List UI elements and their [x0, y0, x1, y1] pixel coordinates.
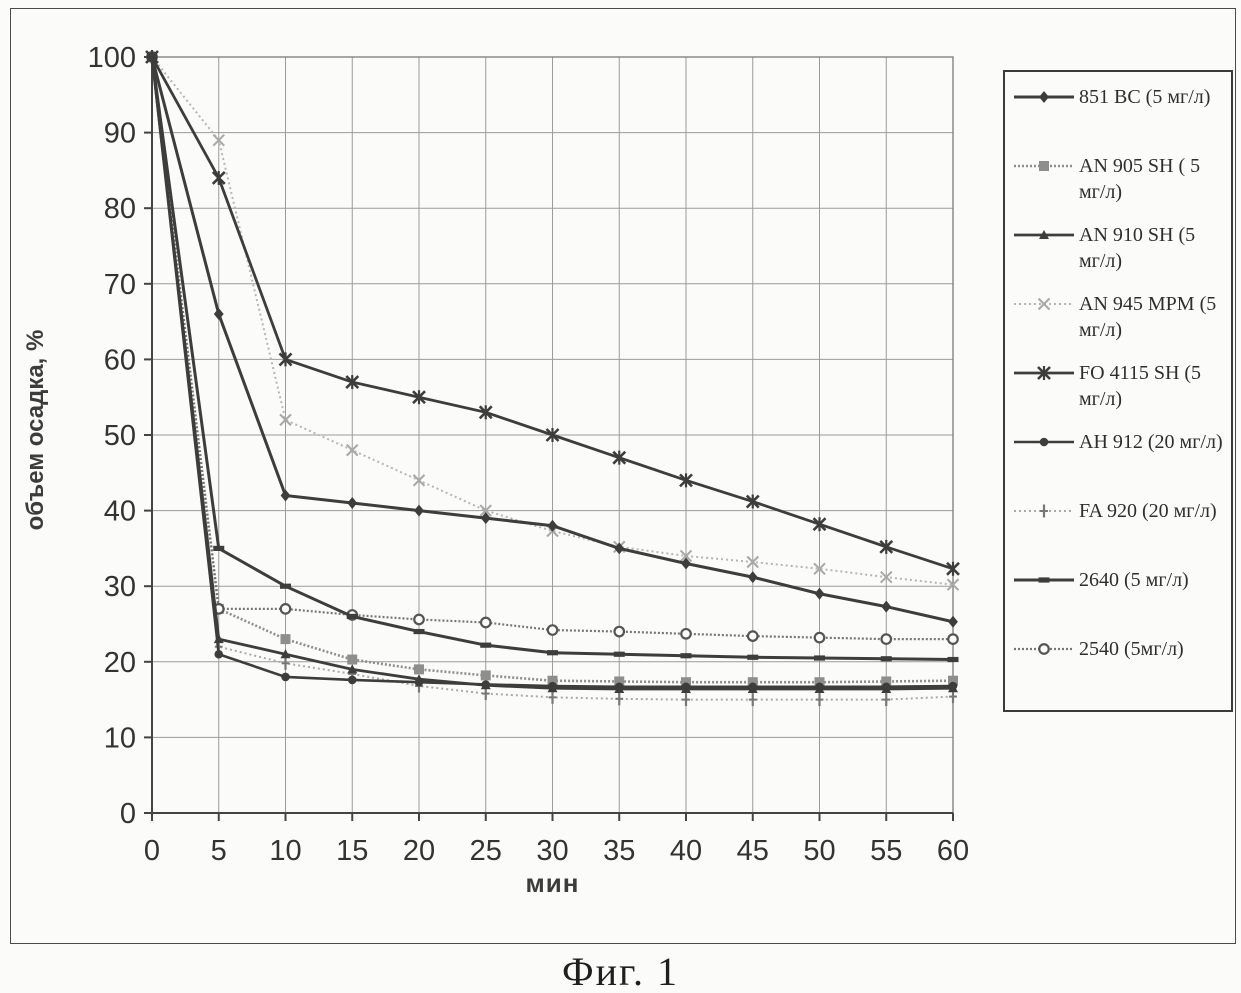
y-axis-title-text: объем осадка, % — [22, 329, 49, 531]
x-tick-label: 55 — [870, 835, 902, 867]
legend-marker-icon — [1013, 501, 1077, 526]
legend-item: 851 BC (5 мг/л) — [1013, 84, 1225, 153]
y-tick-label: 0 — [120, 798, 136, 830]
legend-label: AN 905 SH ( 5 мг/л) — [1079, 155, 1201, 203]
legend-item: AN 905 SH ( 5 мг/л) — [1013, 153, 1225, 222]
legend: 851 BC (5 мг/л) AN 905 SH ( 5 мг/л) AN 910… — [1003, 70, 1233, 712]
legend-item: 2640 (5 мг/л) — [1013, 567, 1225, 636]
y-tick-label: 100 — [88, 42, 136, 74]
legend-marker-icon — [1013, 294, 1077, 319]
legend-marker-icon — [1013, 432, 1077, 457]
series-0 — [147, 51, 958, 628]
y-tick-label: 50 — [104, 420, 136, 452]
legend-marker-icon — [1013, 570, 1077, 595]
y-tick-label: 70 — [104, 269, 136, 301]
legend-item: АН 912 (20 мг/л) — [1013, 429, 1225, 498]
legend-item: FA 920 (20 мг/л) — [1013, 498, 1225, 567]
y-tick-label: 10 — [104, 722, 136, 754]
legend-label: 2540 (5мг/л) — [1079, 638, 1184, 660]
x-tick-label: 15 — [336, 835, 368, 867]
x-tick-label: 45 — [737, 835, 769, 867]
line-chart: 0 10 20 30 40 50 60 70 80 90 100 0 5 10 15 20 25 30 35 40 45… — [88, 42, 970, 867]
legend-marker-icon — [1013, 225, 1077, 250]
x-tick-label: 30 — [536, 835, 568, 867]
legend-marker-icon — [1013, 87, 1077, 112]
legend-marker-icon — [1013, 639, 1077, 664]
legend-marker-icon — [1013, 363, 1077, 388]
legend-label: АН 912 (20 мг/л) — [1079, 431, 1223, 453]
legend-item: AN 945 MPM (5 мг/л) — [1013, 291, 1225, 360]
y-tick-label: 90 — [104, 118, 136, 150]
legend-item: 2540 (5мг/л) — [1013, 636, 1225, 705]
y-tick-label: 80 — [104, 193, 136, 225]
x-tick-label: 60 — [937, 835, 969, 867]
series-4 — [145, 50, 960, 576]
y-tick-label: 40 — [104, 496, 136, 528]
legend-label: AN 945 MPM (5 мг/л) — [1079, 293, 1217, 341]
x-tick-label: 25 — [470, 835, 502, 867]
y-tick-label: 60 — [104, 344, 136, 376]
legend-item: FO 4115 SH (5 мг/л) — [1013, 360, 1225, 429]
legend-label: 2640 (5 мг/л) — [1079, 569, 1189, 591]
legend-label: 851 BC (5 мг/л) — [1079, 86, 1211, 108]
y-tick-label: 30 — [104, 571, 136, 603]
tick-labels: 0 10 20 30 40 50 60 70 80 90 100 0 5 10 15 20 25 30 35 40 45… — [88, 42, 970, 867]
x-tick-label: 0 — [144, 835, 160, 867]
legend-item: AN 910 SH (5 мг/л) — [1013, 222, 1225, 291]
x-axis-title: мин — [525, 868, 580, 898]
x-tick-label: 40 — [670, 835, 702, 867]
x-tick-label: 10 — [269, 835, 301, 867]
legend-label: FA 920 (20 мг/л) — [1079, 500, 1217, 522]
legend-label: AN 910 SH (5 мг/л) — [1079, 224, 1196, 272]
x-tick-label: 35 — [603, 835, 635, 867]
y-tick-label: 20 — [104, 647, 136, 679]
x-tick-label: 20 — [403, 835, 435, 867]
legend-marker-icon — [1013, 156, 1077, 181]
x-tick-label: 50 — [803, 835, 835, 867]
figure-caption: Фиг. 1 — [562, 949, 679, 993]
x-tick-label: 5 — [211, 835, 227, 867]
legend-label: FO 4115 SH (5 мг/л) — [1079, 362, 1202, 410]
